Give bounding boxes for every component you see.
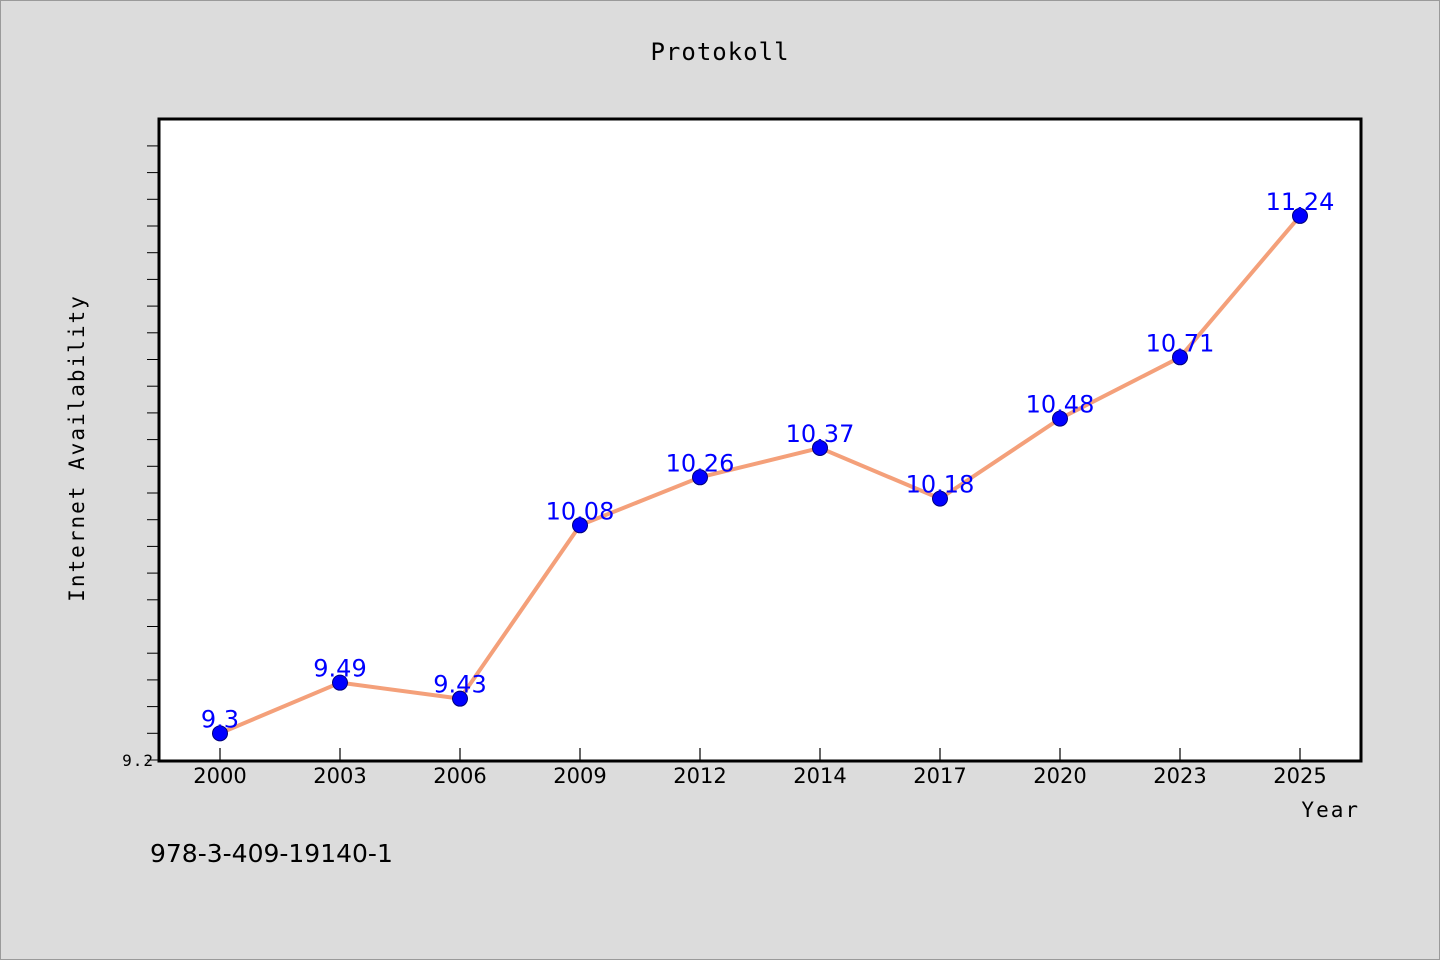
data-label: 10.08 — [546, 497, 615, 525]
data-label: 10.48 — [1026, 391, 1095, 419]
data-point — [812, 439, 828, 456]
data-label: 10.71 — [1146, 329, 1215, 357]
plot-area — [157, 117, 1363, 763]
data-point — [932, 490, 948, 507]
chart-title: Protokoll — [650, 38, 789, 66]
footnote-isbn: 978-3-409-19140-1 — [150, 839, 393, 868]
x-tick-label: 2012 — [673, 764, 726, 788]
data-point — [572, 517, 588, 534]
x-tick-label: 2000 — [193, 764, 246, 788]
y-axis-ticks: 9.2 — [122, 145, 159, 770]
data-label: 11.24 — [1266, 188, 1335, 216]
x-axis-ticks: 2000 2003 2006 2009 2012 2014 2017 2020 2023 2025 — [193, 748, 1327, 788]
x-axis-label: Year — [1301, 798, 1360, 822]
x-tick-label: 2006 — [433, 764, 486, 788]
y-axis-label: Internet Availability — [65, 294, 89, 602]
x-tick-label: 2009 — [553, 764, 606, 788]
data-point — [692, 469, 708, 486]
data-label: 10.18 — [906, 471, 975, 499]
x-tick-label: 2025 — [1273, 764, 1326, 788]
data-label: 10.37 — [786, 420, 855, 448]
x-tick-label: 2014 — [793, 764, 846, 788]
data-point — [212, 725, 228, 742]
data-point — [1172, 349, 1188, 366]
x-tick-label: 2020 — [1033, 764, 1086, 788]
data-label: 9.49 — [313, 655, 366, 683]
data-label: 10.26 — [666, 449, 735, 477]
data-point — [452, 690, 468, 707]
data-point — [1052, 410, 1068, 427]
x-tick-label: 2003 — [313, 764, 366, 788]
x-tick-label: 2017 — [913, 764, 966, 788]
data-point — [1292, 207, 1308, 224]
data-label: 9.43 — [433, 671, 486, 699]
data-point — [332, 674, 348, 691]
series-line — [218, 213, 1302, 736]
series-layer: 9.3 9.49 9.43 10.08 10.26 10.37 10.18 10.48 10.7… — [201, 188, 1335, 742]
x-tick-label: 2023 — [1153, 764, 1206, 788]
data-label: 9.3 — [201, 705, 239, 733]
y-tick-label: 9.2 — [122, 751, 154, 770]
